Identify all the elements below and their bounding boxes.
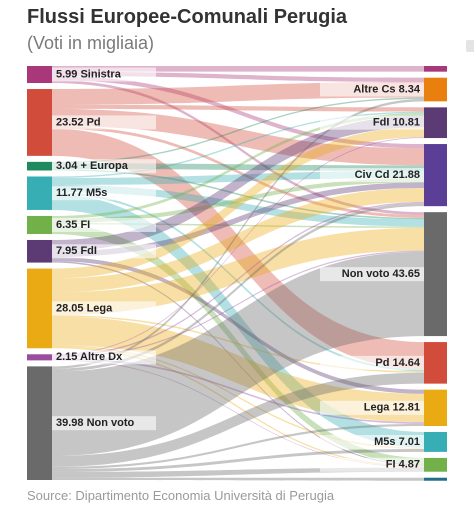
flow-lega-to-non-voto: [52, 227, 424, 316]
target-node-non-voto: [424, 212, 447, 337]
flow-altre-dx-to-non-voto: [52, 250, 424, 358]
flow-lega-to-fdi: [52, 127, 424, 279]
flow-altre-dx-to-lega: [52, 357, 424, 424]
source-node-lega: [27, 268, 52, 349]
flow-fi-to-civ-cd: [52, 178, 424, 224]
target-node-civ-cd: [424, 144, 447, 207]
source-label-bg: [52, 301, 156, 316]
flow-fdi-to-fdi: [52, 115, 424, 252]
target-label-pd: Pd 14.64: [375, 357, 421, 369]
target-label-bg: [320, 168, 424, 183]
target-label-altre-cs: Altre Cs 8.34: [353, 83, 421, 95]
chart-subtitle: (Voti in migliaia): [27, 33, 155, 53]
nodes-layer: [27, 66, 447, 481]
flow-fdi-to-fi: [52, 261, 424, 466]
flow-fi-to-fi: [52, 224, 424, 465]
target-node-fi: [424, 457, 447, 472]
flow-lega-to-lega: [52, 316, 424, 423]
source-node-altre-dx: [27, 354, 52, 361]
flow-fdi-to-civ-cd: [52, 182, 424, 258]
source-node-fdi: [27, 239, 52, 263]
flow-non-voto-to-altro: [52, 477, 424, 481]
source-label-bg: [52, 244, 156, 259]
source-note: Source: Dipartimento Economia Università…: [27, 488, 335, 503]
flow-non-voto-to-altre-cs: [52, 98, 424, 369]
labels-layer: 5.99 Sinistra 23.52 Pd 3.04 + Europa 11.77 …: [52, 67, 424, 472]
source-label-sinistra: 5.99 Sinistra: [56, 68, 122, 80]
flow-m5s-to-pd: [52, 192, 424, 372]
flow-non-voto-to-pd: [52, 372, 424, 467]
target-label-bg: [320, 115, 424, 130]
chart-title: Flussi Europee-Comunali Perugia: [27, 6, 348, 28]
source-node-m5s: [27, 176, 52, 210]
source-label-bg: [52, 67, 156, 82]
flow-non-voto-to-lega: [52, 423, 424, 470]
source-label-altre-dx: 2.15 Altre Dx: [56, 351, 123, 363]
target-node-lega: [424, 389, 447, 427]
target-label-bg: [320, 457, 424, 472]
source-label-bg: [52, 186, 156, 201]
target-label-bg: [320, 82, 424, 97]
source-node-fi: [27, 215, 52, 234]
source-label-non-voto: 39.98 Non voto: [56, 417, 135, 429]
target-label-bg: [320, 355, 424, 370]
flow-lega-to-pd: [52, 315, 424, 373]
target-label-fi: FI 4.87: [386, 459, 420, 471]
source-node-non-voto: [27, 366, 52, 480]
target-label-civ-cd: Civ Cd 21.88: [355, 169, 420, 181]
source-label-bg: [52, 159, 156, 174]
source-node-europa: [27, 161, 52, 171]
source-label-bg: [52, 115, 156, 130]
target-node-sinistra: [424, 66, 447, 72]
flow-fi-to-fdi: [52, 113, 424, 219]
flow-non-voto-to-non-voto: [52, 251, 424, 456]
flow-non-voto-to-m5s: [52, 449, 424, 472]
flow-non-voto-to-civ-cd: [52, 203, 424, 372]
flow-fdi-to-lega: [52, 257, 424, 394]
target-node-altro: [424, 477, 447, 481]
source-label-bg: [52, 416, 156, 431]
target-label-bg: [320, 434, 424, 449]
flow-pd-to-non-voto: [52, 125, 424, 218]
flow-m5s-to-m5s: [52, 194, 424, 448]
source-node-sinistra: [27, 66, 52, 84]
source-label-m5s: 11.77 M5s: [56, 187, 107, 199]
source-label-europa: 3.04 + Europa: [56, 160, 129, 172]
flow-lega-to-fi: [52, 346, 424, 468]
flow-europa-to-non-voto: [52, 168, 424, 220]
flow-sinistra-to-non-voto: [52, 80, 424, 215]
flow-pd-to-pd: [52, 128, 424, 370]
target-label-lega: Lega 12.81: [364, 402, 420, 414]
source-label-lega: 28.05 Lega: [56, 302, 113, 314]
flow-altre-dx-to-fi: [52, 359, 424, 468]
target-label-bg: [320, 267, 424, 282]
source-label-bg: [52, 350, 156, 365]
source-label-bg: [52, 217, 156, 232]
target-label-bg: [320, 400, 424, 415]
flow-m5s-to-fdi: [52, 111, 424, 178]
flow-pd-to-fdi: [52, 104, 424, 112]
flow-altre-dx-to-civ-cd: [52, 201, 424, 357]
source-label-pd: 23.52 Pd: [56, 116, 101, 128]
flow-altre-dx-to-fdi: [52, 137, 424, 356]
target-node-m5s: [424, 432, 447, 452]
target-label-non-voto: Non voto 43.65: [342, 268, 420, 280]
flow-lega-to-m5s: [52, 344, 424, 450]
side-scroll-tab: [466, 40, 474, 52]
source-node-pd: [27, 89, 52, 156]
flow-lega-to-civ-cd: [52, 188, 424, 293]
flow-europa-to-altre-cs: [52, 97, 424, 164]
flow-sinistra-to-civ-cd: [52, 75, 424, 149]
target-label-fdi: FdI 10.81: [373, 117, 420, 129]
target-label-m5s: M5s 7.01: [374, 436, 420, 448]
target-node-fdi: [424, 107, 447, 139]
target-node-pd: [424, 342, 447, 384]
source-label-fdi: 7.95 FdI: [56, 245, 97, 257]
target-node-altre-cs: [424, 77, 447, 102]
source-label-fi: 6.35 FI: [56, 219, 90, 231]
